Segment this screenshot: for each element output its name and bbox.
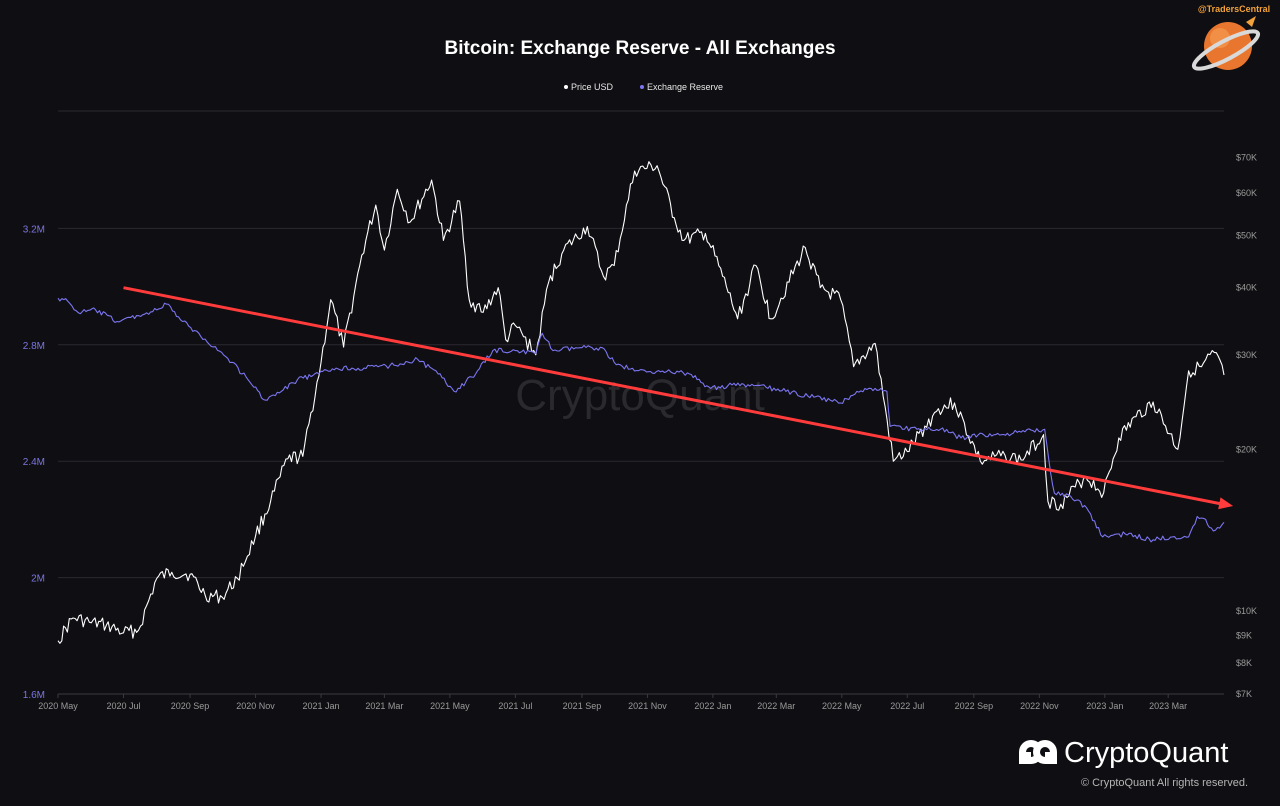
cryptoquant-wordmark: CryptoQuant — [1064, 737, 1228, 769]
trend-arrow-line — [123, 286, 1222, 506]
x-tick-label: 2022 Jul — [890, 701, 924, 711]
y-right-tick-label: $50K — [1236, 231, 1257, 241]
y-right-tick-label: $60K — [1236, 188, 1257, 198]
gridlines — [58, 110, 1224, 695]
handle-text: @TradersCentral — [1198, 4, 1270, 14]
y-right-tick-label: $20K — [1236, 444, 1257, 454]
legend-reserve-marker — [640, 85, 644, 89]
x-tick-label: 2022 Mar — [757, 701, 795, 711]
y-right-tick-label: $9K — [1236, 630, 1252, 640]
y-left-tick-label: 2.8M — [23, 341, 45, 352]
series-line-exchange-reserve — [57, 297, 1225, 543]
planet-ring-icon — [1191, 29, 1261, 71]
chart-title: Bitcoin: Exchange Reserve - All Exchange… — [444, 38, 835, 59]
left-y-axis: 1.6M 2M 2.4M 2.8M 3.2M — [23, 224, 45, 701]
legend[interactable]: Price USD Exchange Reserve — [564, 82, 723, 92]
y-right-tick-label: $70K — [1236, 152, 1257, 162]
y-left-tick-label: 2M — [31, 574, 45, 585]
x-tick-label: 2021 Sep — [563, 701, 602, 711]
x-tick-label: 2023 Mar — [1149, 701, 1187, 711]
series-layer — [57, 161, 1225, 644]
trend-arrow-head — [1218, 497, 1234, 510]
series-line-price-usd — [57, 161, 1225, 644]
y-right-tick-label: $30K — [1236, 350, 1257, 360]
legend-price-marker — [564, 85, 568, 89]
legend-reserve-label[interactable]: Exchange Reserve — [647, 82, 723, 92]
x-tick-label: 2020 Jul — [106, 701, 140, 711]
x-tick-label: 2020 Sep — [171, 701, 210, 711]
copyright-text: © CryptoQuant All rights reserved. — [1081, 777, 1248, 789]
y-right-tick-label: $7K — [1236, 689, 1252, 699]
x-tick-label: 2021 Jan — [303, 701, 340, 711]
right-y-axis: $7K $8K $9K $10K $20K $30K $40K $50K $60K $70K — [1236, 152, 1257, 699]
y-right-tick-label: $8K — [1236, 658, 1252, 668]
watermark: CryptoQuant — [515, 371, 764, 420]
x-axis: 2020 May 2020 Jul 2020 Sep 2020 Nov 2021 Jan… — [38, 694, 1187, 711]
cryptoquant-logo-icon — [1019, 740, 1057, 764]
y-left-tick-label: 3.2M — [23, 224, 45, 235]
x-tick-label: 2020 May — [38, 701, 78, 711]
annotation-layer — [123, 286, 1234, 510]
x-tick-label: 2023 Jan — [1086, 701, 1123, 711]
legend-price-label[interactable]: Price USD — [571, 82, 614, 92]
y-left-tick-label: 1.6M — [23, 690, 45, 701]
x-tick-label: 2021 May — [430, 701, 470, 711]
y-right-tick-label: $10K — [1236, 606, 1257, 616]
y-right-tick-label: $40K — [1236, 283, 1257, 293]
x-tick-label: 2021 Nov — [628, 701, 667, 711]
x-tick-label: 2022 Jan — [694, 701, 731, 711]
x-tick-label: 2021 Jul — [498, 701, 532, 711]
traders-central-logo: @TradersCentral — [1191, 4, 1270, 71]
x-tick-label: 2021 Mar — [365, 701, 403, 711]
x-tick-label: 2020 Nov — [236, 701, 275, 711]
x-tick-label: 2022 Nov — [1020, 701, 1059, 711]
x-tick-label: 2022 May — [822, 701, 862, 711]
x-tick-label: 2022 Sep — [955, 701, 994, 711]
cryptoquant-brand: CryptoQuant © CryptoQuant All rights res… — [1019, 737, 1248, 789]
rocket-icon — [1246, 16, 1256, 27]
y-left-tick-label: 2.4M — [23, 457, 45, 468]
